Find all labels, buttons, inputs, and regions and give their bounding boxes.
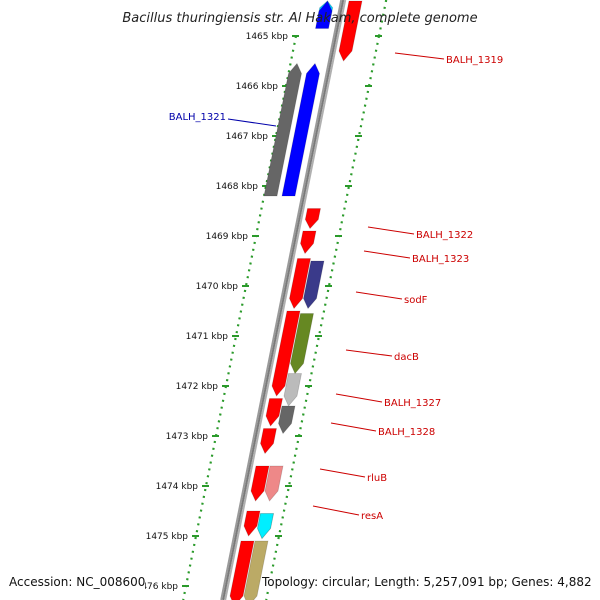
backbone-band: [220, 0, 343, 600]
gene-label[interactable]: BALH_1321: [169, 112, 226, 123]
accession-text: Accession: NC_008600: [9, 575, 146, 589]
gene-balh_1321[interactable]: [281, 62, 320, 197]
gene-label[interactable]: resA: [361, 511, 383, 522]
gene-features: [229, 0, 363, 600]
label-leader-line: [355, 291, 403, 300]
gene-sodf[interactable]: [303, 260, 325, 310]
gene-resa[interactable]: [257, 513, 274, 540]
ruler-tick-label: 1474 kbp: [156, 482, 199, 492]
ruler-tick-label: 1470 kbp: [196, 282, 239, 292]
gene-label[interactable]: BALH_1322: [416, 230, 473, 241]
label-leader-line: [335, 393, 383, 403]
label-leader-line: [394, 52, 445, 60]
gene-label[interactable]: sodF: [404, 295, 428, 306]
gene-balh_1328[interactable]: [278, 405, 296, 435]
gene-labels: BALH_1319 BALH_1321 BALH_1322 BALH_1323 sodF…: [169, 52, 503, 522]
gene-label[interactable]: BALH_1328: [378, 427, 435, 438]
ruler: 1465 kbp 1466 kbp 1467 kbp 1468 kbp 1469 kbp…: [136, 0, 388, 600]
gene-feature[interactable]: [229, 540, 255, 600]
ruler-line-right: [265, 35, 381, 600]
gene-feature[interactable]: [271, 310, 301, 397]
label-leader-line: [330, 422, 377, 432]
ruler-tick-label: 1467 kbp: [226, 132, 269, 142]
gene-feature[interactable]: [289, 258, 311, 310]
gene-feature[interactable]: [263, 62, 302, 197]
label-leader-line: [227, 118, 277, 127]
gene-label[interactable]: rluB: [367, 473, 387, 484]
map-title: Bacillus thuringiensis str. Al Hakam, co…: [122, 11, 477, 26]
gene-dacb[interactable]: [290, 313, 314, 375]
topology-text: Topology: circular; Length: 5,257,091 bp…: [262, 575, 592, 589]
label-leader-line: [312, 505, 360, 516]
gene-balh_1323[interactable]: [300, 230, 317, 255]
gene-balh_1322[interactable]: [304, 208, 321, 230]
ruler-tick-label: 1465 kbp: [246, 32, 289, 42]
label-leader-line: [367, 226, 415, 235]
gene-label[interactable]: BALH_1323: [412, 254, 469, 265]
label-leader-line: [363, 250, 411, 259]
label-leader-line: [345, 349, 393, 357]
ruler-tick-label: 1475 kbp: [146, 532, 189, 542]
ruler-tick-label: 1468 kbp: [216, 182, 259, 192]
gene-label[interactable]: BALH_1327: [384, 398, 441, 409]
gene-feature[interactable]: [315, 0, 333, 29]
gene-rlub[interactable]: [264, 465, 284, 502]
ruler-tick-label: 1473 kbp: [166, 432, 209, 442]
ruler-tick-label: 1469 kbp: [206, 232, 249, 242]
gene-label[interactable]: dacB: [394, 352, 419, 363]
ruler-tick-label: 1476 kbp: [136, 582, 179, 592]
backbone-band: [224, 0, 347, 600]
gene-feature[interactable]: [243, 540, 269, 600]
ruler-tick-label: 1466 kbp: [236, 82, 279, 92]
ruler-tick-label: 1471 kbp: [186, 332, 229, 342]
gene-feature[interactable]: [250, 465, 270, 502]
label-leader-line: [319, 468, 366, 478]
backbone-band: [222, 0, 345, 600]
gene-balh_1327[interactable]: [283, 373, 302, 407]
gene-feature[interactable]: [260, 428, 277, 455]
gene-balh_1319[interactable]: [338, 0, 363, 62]
ruler-tick-label: 1472 kbp: [176, 382, 219, 392]
gene-feature[interactable]: [243, 510, 261, 537]
gene-label[interactable]: BALH_1319: [446, 55, 503, 66]
backbone: [220, 0, 347, 600]
ruler-line-left: [182, 35, 298, 600]
gene-feature[interactable]: [265, 398, 283, 427]
